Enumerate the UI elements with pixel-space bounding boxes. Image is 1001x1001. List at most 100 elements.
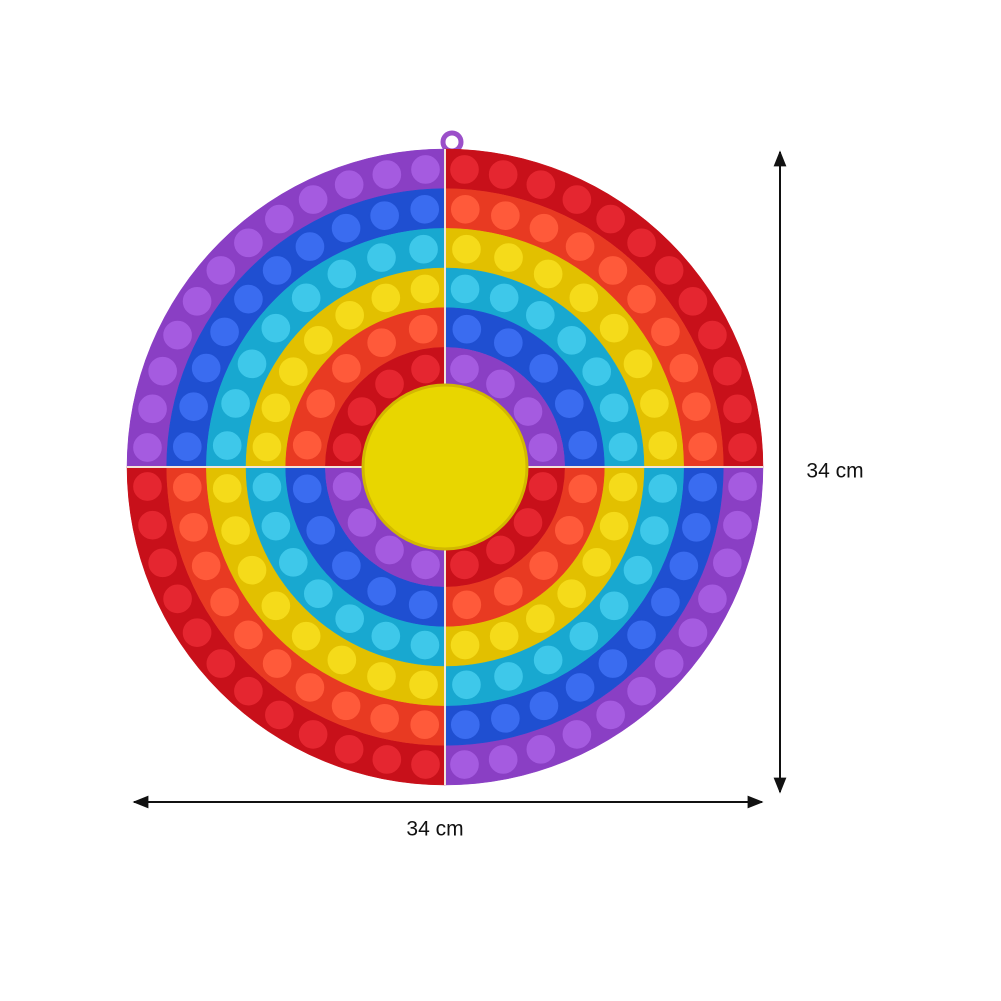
bubble xyxy=(131,470,164,503)
bubble xyxy=(555,324,588,357)
bubble xyxy=(294,230,326,263)
bubble xyxy=(492,660,525,693)
bubble xyxy=(532,644,564,676)
bubble xyxy=(373,534,406,566)
bubble xyxy=(580,546,613,579)
bubble xyxy=(696,583,729,615)
bubble xyxy=(371,743,403,776)
bubble xyxy=(450,668,483,701)
bubble xyxy=(171,430,204,463)
bubble xyxy=(330,689,362,722)
bubble xyxy=(409,353,442,385)
bubble xyxy=(333,602,366,635)
bubble xyxy=(326,644,358,676)
bubble xyxy=(726,470,759,503)
bubble xyxy=(177,511,210,544)
bubble xyxy=(448,153,481,186)
bubble xyxy=(566,472,599,505)
bubble xyxy=(205,647,237,680)
bubble xyxy=(407,233,440,266)
bubble xyxy=(177,390,210,423)
bubble xyxy=(131,431,164,464)
bubble xyxy=(449,273,481,305)
bubble xyxy=(365,575,398,608)
pop-it-toy xyxy=(126,148,764,786)
bubble xyxy=(492,241,525,274)
bubble xyxy=(371,158,403,191)
bubble xyxy=(146,547,179,579)
bubble xyxy=(232,227,265,259)
bubble xyxy=(646,429,679,462)
bubble xyxy=(232,619,265,651)
bubble xyxy=(291,429,324,462)
bubble xyxy=(638,387,671,420)
bubble xyxy=(330,549,363,582)
bubble xyxy=(409,748,442,781)
bubble xyxy=(512,506,544,539)
bubble xyxy=(721,509,754,541)
width-label: 34 cm xyxy=(406,818,463,841)
bubble xyxy=(211,472,244,505)
bubble xyxy=(527,470,559,503)
bubble xyxy=(236,348,268,380)
bubble xyxy=(297,718,329,751)
bubble xyxy=(407,668,440,701)
bubble xyxy=(136,509,169,541)
bubble xyxy=(448,748,481,781)
bubble xyxy=(564,671,596,704)
bubble xyxy=(370,620,402,652)
bubble xyxy=(261,647,293,680)
bubble xyxy=(333,299,366,332)
bubble xyxy=(304,514,337,547)
bubble xyxy=(492,575,525,608)
bubble xyxy=(373,368,406,400)
bubble xyxy=(598,312,630,344)
bubble xyxy=(181,285,213,318)
bubble xyxy=(525,733,557,766)
bubble xyxy=(484,534,517,566)
bubble xyxy=(488,620,520,652)
bubble xyxy=(580,355,613,388)
bubble xyxy=(260,392,292,424)
bubble xyxy=(260,510,292,542)
bubble xyxy=(721,393,754,425)
bubble xyxy=(448,549,481,581)
bubble xyxy=(622,554,654,586)
bubble xyxy=(484,368,517,400)
bubble xyxy=(638,514,671,547)
bubble xyxy=(450,588,483,621)
bubble xyxy=(677,616,709,649)
bubble xyxy=(409,629,441,661)
bubble xyxy=(667,352,700,384)
bubble xyxy=(528,212,560,245)
bubble xyxy=(331,470,363,503)
bubble xyxy=(598,590,630,622)
bubble xyxy=(597,647,629,680)
bubble xyxy=(449,629,481,661)
bubble xyxy=(302,577,335,610)
bubble xyxy=(680,511,713,544)
bubble xyxy=(181,616,213,649)
bubble xyxy=(487,743,519,776)
bubble xyxy=(696,319,729,351)
bubble xyxy=(408,708,441,741)
bubble xyxy=(330,212,362,245)
bubble xyxy=(449,193,482,226)
bubble xyxy=(492,326,525,359)
bubble xyxy=(368,199,401,232)
bubble xyxy=(450,313,483,346)
bubble xyxy=(330,352,363,385)
bubble xyxy=(261,254,293,287)
bubble xyxy=(302,324,335,357)
bubble xyxy=(232,675,265,707)
bubble xyxy=(680,390,713,423)
bubble xyxy=(260,590,292,622)
bubble xyxy=(294,671,326,704)
bubble xyxy=(161,583,194,615)
bubble xyxy=(331,431,363,464)
bubble xyxy=(263,699,296,731)
bubble xyxy=(561,718,593,751)
bubble xyxy=(525,168,557,201)
bubble xyxy=(171,471,204,504)
bubble xyxy=(290,620,322,652)
